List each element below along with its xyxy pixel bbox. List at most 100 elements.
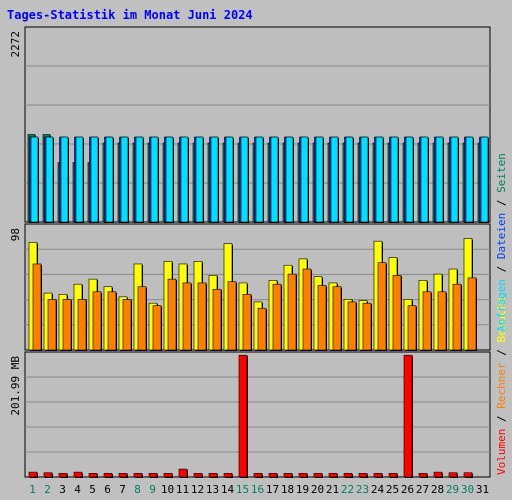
- x-tick-label: 6: [104, 483, 111, 496]
- bar-seiten: [390, 136, 399, 223]
- bar-volumen: [148, 473, 158, 478]
- x-tick-label: 2: [44, 483, 51, 496]
- bar-seiten: [405, 136, 414, 223]
- x-tick-label: 30: [461, 483, 474, 496]
- x-tick-label: 7: [119, 483, 126, 496]
- bar-seiten: [120, 136, 129, 223]
- bar-volumen: [448, 472, 458, 478]
- bar-volumen: [118, 473, 128, 478]
- bar-rechner: [212, 288, 222, 351]
- bar-seiten: [435, 136, 444, 223]
- bar-rechner: [272, 283, 282, 351]
- bar-seiten: [285, 136, 294, 223]
- x-tick-label: 29: [446, 483, 459, 496]
- bar-rechner: [362, 302, 372, 351]
- bar-rechner: [182, 282, 192, 351]
- x-tick-label: 14: [221, 483, 235, 496]
- x-tick-label: 12: [191, 483, 204, 496]
- x-tick-label: 4: [74, 483, 81, 496]
- x-tick-label: 25: [386, 483, 399, 496]
- x-tick-label: 19: [296, 483, 309, 496]
- bar-rechner: [287, 273, 297, 351]
- bar-rechner: [167, 278, 177, 351]
- x-tick-label: 31: [476, 483, 489, 496]
- bar-rechner: [347, 301, 357, 351]
- x-tick-label: 18: [281, 483, 294, 496]
- bar-rechner: [377, 262, 387, 351]
- x-tick-label: 21: [326, 483, 339, 496]
- bar-volumen: [238, 354, 248, 478]
- bar-volumen: [418, 473, 428, 478]
- bar-seiten: [375, 136, 384, 223]
- bar-rechner: [422, 291, 432, 351]
- x-tick-label: 15: [236, 483, 249, 496]
- bar-seiten: [30, 136, 39, 223]
- legend-separator: /: [495, 343, 508, 363]
- bar-rechner: [92, 291, 102, 351]
- bar-rechner: [152, 305, 162, 351]
- bar-rechner: [392, 275, 402, 351]
- bar-volumen: [403, 354, 413, 478]
- bar-seiten: [135, 136, 144, 223]
- bar-seiten: [165, 136, 174, 223]
- bar-seiten: [255, 136, 264, 223]
- bar-seiten: [150, 136, 159, 223]
- x-tick-label: 1: [29, 483, 36, 496]
- bar-volumen: [388, 473, 398, 478]
- bar-seiten: [90, 136, 99, 223]
- legend-text: Anfragen / Dateien / Seiten: [495, 153, 508, 332]
- bar-volumen: [463, 472, 473, 478]
- x-tick-label: 9: [149, 483, 156, 496]
- legend-text: Volumen / Rechner / Besuche: [495, 296, 508, 475]
- x-tick-label: 11: [176, 483, 189, 496]
- x-tick-label: 5: [89, 483, 96, 496]
- bar-volumen: [73, 471, 83, 478]
- y-tick-label: 201.99 MB: [9, 356, 22, 416]
- bar-rechner: [452, 283, 462, 351]
- legend-dateien: Dateien: [495, 213, 508, 259]
- x-tick-label: 13: [206, 483, 219, 496]
- x-tick-label: 20: [311, 483, 324, 496]
- legend-separator: /: [495, 193, 508, 213]
- bar-volumen: [313, 473, 323, 478]
- bar-volumen: [223, 473, 233, 478]
- bar-volumen: [58, 473, 68, 478]
- bar-volumen: [433, 471, 443, 478]
- bar-rechner: [137, 286, 147, 351]
- bar-seiten: [420, 136, 429, 223]
- bar-rechner: [197, 282, 207, 351]
- legend-besuche: Besuche: [495, 296, 508, 342]
- bar-seiten: [360, 136, 369, 223]
- bar-seiten: [270, 136, 279, 223]
- bar-volumen: [163, 473, 173, 478]
- bar-seiten: [195, 136, 204, 223]
- bar-volumen: [328, 473, 338, 478]
- bar-seiten: [105, 136, 114, 223]
- bar-seiten: [75, 136, 84, 223]
- bar-volumen: [133, 473, 143, 478]
- legend-separator: /: [495, 259, 508, 279]
- bar-seiten: [240, 136, 249, 223]
- bar-seiten: [315, 136, 324, 223]
- bar-seiten: [450, 136, 459, 223]
- bar-seiten: [225, 136, 234, 223]
- bar-rechner: [227, 281, 237, 351]
- bar-seiten: [180, 136, 189, 223]
- bar-volumen: [283, 473, 293, 478]
- legend-seiten: Seiten: [495, 153, 508, 193]
- x-tick-label: 27: [416, 483, 429, 496]
- bar-rechner: [242, 294, 252, 351]
- legend-separator: /: [495, 409, 508, 429]
- bar-rechner: [62, 299, 72, 351]
- bar-rechner: [467, 277, 477, 351]
- bar-rechner: [122, 299, 132, 351]
- bar-rechner: [317, 285, 327, 351]
- bar-volumen: [343, 473, 353, 478]
- bar-rechner: [407, 305, 417, 351]
- bar-volumen: [103, 473, 113, 478]
- bar-rechner: [257, 307, 267, 351]
- bar-seiten: [300, 136, 309, 223]
- legend-rechner: Rechner: [495, 362, 508, 409]
- bar-volumen: [268, 473, 278, 478]
